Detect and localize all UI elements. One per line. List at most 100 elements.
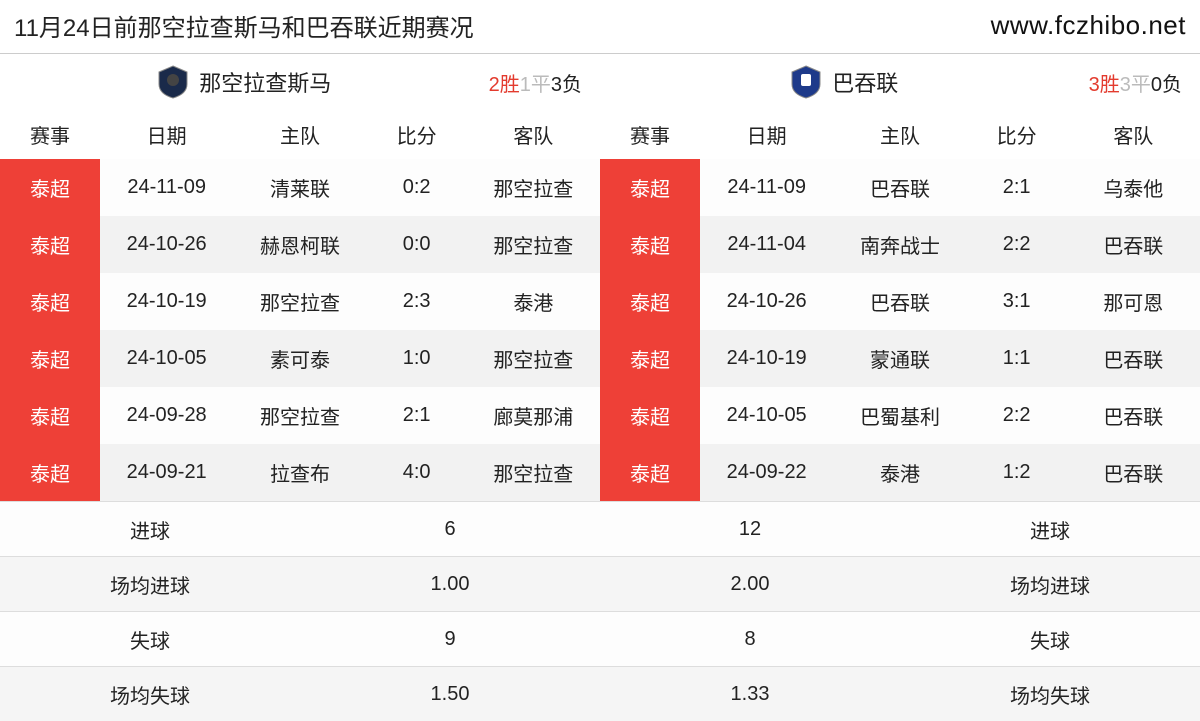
right-matches: 泰超24-11-09巴吞联2:1乌泰他泰超24-11-04南奔战士2:2巴吞联泰… (600, 159, 1200, 501)
cell-score: 3:1 (967, 290, 1067, 313)
cell-home: 巴吞联 (833, 173, 966, 202)
cell-score: 0:0 (367, 233, 467, 256)
cell-date: 24-11-09 (100, 176, 233, 199)
cell-date: 24-11-09 (700, 176, 833, 199)
cell-date: 24-10-26 (700, 290, 833, 313)
cell-home: 清莱联 (233, 173, 366, 202)
cell-date: 24-10-05 (700, 404, 833, 427)
col-league: 赛事 (600, 120, 700, 149)
cell-score: 2:1 (967, 176, 1067, 199)
right-team-record: 3胜3平0负 (1089, 68, 1182, 97)
table-row: 泰超24-09-22泰港1:2巴吞联 (600, 444, 1200, 501)
stat-row: 场均失球1.501.33场均失球 (0, 666, 1200, 721)
cell-date: 24-10-19 (100, 290, 233, 313)
table-row: 泰超24-10-19蒙通联1:1巴吞联 (600, 330, 1200, 387)
left-team-header: 那空拉查斯马 2胜1平3负 (0, 54, 600, 110)
stat-left-label: 失球 (0, 625, 300, 654)
cell-away: 那空拉查 (467, 230, 600, 259)
stat-right-value: 1.33 (600, 683, 900, 706)
stat-right-label: 场均进球 (900, 570, 1200, 599)
cell-score: 1:1 (967, 347, 1067, 370)
stat-left-value: 1.00 (300, 573, 600, 596)
cell-date: 24-10-19 (700, 347, 833, 370)
right-team-panel: 巴吞联 3胜3平0负 赛事 日期 主队 比分 客队 泰超24-11-09巴吞联2… (600, 54, 1200, 501)
cell-away: 那空拉查 (467, 458, 600, 487)
right-team-name: 巴吞联 (832, 66, 898, 98)
league-tag: 泰超 (0, 159, 100, 216)
league-tag: 泰超 (0, 273, 100, 330)
table-row: 泰超24-10-26巴吞联3:1那可恩 (600, 273, 1200, 330)
league-tag: 泰超 (600, 159, 700, 216)
stat-right-label: 进球 (900, 515, 1200, 544)
cell-date: 24-09-21 (100, 461, 233, 484)
stat-row: 失球98失球 (0, 611, 1200, 666)
stat-left-value: 9 (300, 628, 600, 651)
cell-date: 24-11-04 (700, 233, 833, 256)
right-column-headers: 赛事 日期 主队 比分 客队 (600, 110, 1200, 159)
cell-away: 那空拉查 (467, 173, 600, 202)
cell-away: 巴吞联 (1067, 401, 1200, 430)
cell-score: 2:3 (367, 290, 467, 313)
cell-date: 24-10-05 (100, 347, 233, 370)
stat-right-label: 失球 (900, 625, 1200, 654)
page-header: 11月24日前那空拉查斯马和巴吞联近期赛况 www.fczhibo.net (0, 0, 1200, 54)
cell-home: 巴吞联 (833, 287, 966, 316)
right-team-logo-icon (790, 64, 822, 100)
stat-right-value: 8 (600, 628, 900, 651)
comparison-panels: 那空拉查斯马 2胜1平3负 赛事 日期 主队 比分 客队 泰超24-11-09清… (0, 54, 1200, 501)
cell-home: 南奔战士 (833, 230, 966, 259)
league-tag: 泰超 (600, 273, 700, 330)
cell-away: 泰港 (467, 287, 600, 316)
stat-right-value: 12 (600, 518, 900, 541)
col-home: 主队 (833, 120, 966, 149)
cell-away: 巴吞联 (1067, 344, 1200, 373)
left-team-record: 2胜1平3负 (489, 68, 582, 97)
cell-home: 那空拉查 (233, 287, 366, 316)
col-score: 比分 (367, 120, 467, 149)
stat-row: 进球612进球 (0, 501, 1200, 556)
cell-home: 素可泰 (233, 344, 366, 373)
league-tag: 泰超 (0, 387, 100, 444)
league-tag: 泰超 (600, 216, 700, 273)
league-tag: 泰超 (0, 330, 100, 387)
table-row: 泰超24-10-26赫恩柯联0:0那空拉查 (0, 216, 600, 273)
table-row: 泰超24-10-05巴蜀基利2:2巴吞联 (600, 387, 1200, 444)
col-date: 日期 (100, 120, 233, 149)
table-row: 泰超24-11-09清莱联0:2那空拉查 (0, 159, 600, 216)
right-team-header: 巴吞联 3胜3平0负 (600, 54, 1200, 110)
cell-score: 4:0 (367, 461, 467, 484)
cell-away: 巴吞联 (1067, 230, 1200, 259)
cell-home: 拉查布 (233, 458, 366, 487)
stat-left-label: 场均失球 (0, 680, 300, 709)
col-away: 客队 (1067, 120, 1200, 149)
stat-left-value: 6 (300, 518, 600, 541)
cell-away: 巴吞联 (1067, 458, 1200, 487)
cell-away: 那空拉查 (467, 344, 600, 373)
col-home: 主队 (233, 120, 366, 149)
page-title: 11月24日前那空拉查斯马和巴吞联近期赛况 (14, 8, 474, 43)
stat-right-label: 场均失球 (900, 680, 1200, 709)
table-row: 泰超24-09-28那空拉查2:1廊莫那浦 (0, 387, 600, 444)
site-url: www.fczhibo.net (991, 10, 1186, 41)
cell-date: 24-09-28 (100, 404, 233, 427)
cell-score: 2:1 (367, 404, 467, 427)
cell-home: 泰港 (833, 458, 966, 487)
cell-home: 蒙通联 (833, 344, 966, 373)
cell-home: 巴蜀基利 (833, 401, 966, 430)
cell-home: 赫恩柯联 (233, 230, 366, 259)
league-tag: 泰超 (600, 330, 700, 387)
left-team-panel: 那空拉查斯马 2胜1平3负 赛事 日期 主队 比分 客队 泰超24-11-09清… (0, 54, 600, 501)
cell-away: 廊莫那浦 (467, 401, 600, 430)
league-tag: 泰超 (600, 444, 700, 501)
cell-score: 0:2 (367, 176, 467, 199)
table-row: 泰超24-10-19那空拉查2:3泰港 (0, 273, 600, 330)
cell-away: 那可恩 (1067, 287, 1200, 316)
col-away: 客队 (467, 120, 600, 149)
league-tag: 泰超 (600, 387, 700, 444)
col-league: 赛事 (0, 120, 100, 149)
stats-block: 进球612进球场均进球1.002.00场均进球失球98失球场均失球1.501.3… (0, 501, 1200, 721)
left-matches: 泰超24-11-09清莱联0:2那空拉查泰超24-10-26赫恩柯联0:0那空拉… (0, 159, 600, 501)
league-tag: 泰超 (0, 216, 100, 273)
cell-score: 2:2 (967, 233, 1067, 256)
cell-date: 24-10-26 (100, 233, 233, 256)
